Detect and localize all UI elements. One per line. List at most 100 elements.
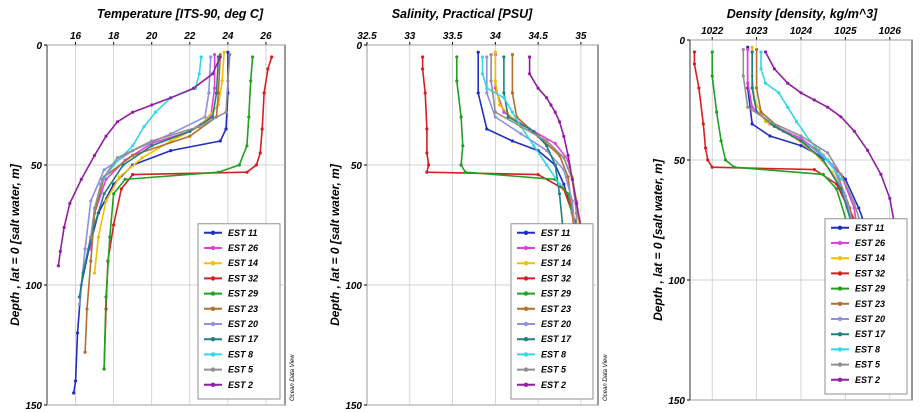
legend-label: EST 23 — [541, 304, 571, 314]
data-point — [93, 153, 97, 157]
legend-marker — [210, 230, 216, 235]
data-point — [570, 199, 574, 203]
data-point — [553, 110, 557, 114]
data-point — [570, 177, 574, 181]
data-point — [759, 110, 763, 114]
series-line-est-2 — [764, 51, 902, 261]
data-point — [834, 187, 839, 191]
x-tick-label: 33 — [404, 31, 416, 42]
data-point — [203, 115, 207, 119]
data-point — [108, 235, 112, 239]
data-point — [247, 115, 251, 119]
x-tick-label: 16 — [70, 31, 82, 42]
y-tick-label: 0 — [679, 36, 685, 47]
data-point — [224, 127, 228, 131]
data-point — [502, 110, 506, 114]
data-point — [485, 86, 489, 90]
legend-label: EST 14 — [228, 258, 258, 268]
data-point — [254, 163, 259, 167]
data-point — [188, 129, 192, 133]
legend-label: EST 14 — [855, 253, 885, 263]
data-point — [104, 199, 108, 203]
data-point — [476, 91, 480, 95]
data-point — [786, 105, 790, 109]
data-point — [549, 103, 553, 107]
data-point — [519, 125, 523, 129]
data-point — [826, 105, 830, 109]
data-point — [697, 86, 701, 90]
data-point — [510, 139, 515, 143]
data-point — [485, 127, 489, 131]
data-point — [102, 192, 106, 196]
legend-marker — [210, 367, 216, 372]
data-point — [421, 55, 425, 59]
data-point — [510, 91, 515, 95]
y-tick-label: 100 — [345, 281, 362, 292]
data-point — [169, 149, 173, 153]
legend-marker — [837, 225, 843, 230]
data-point — [211, 115, 215, 119]
data-point — [102, 168, 106, 172]
data-point — [188, 134, 192, 138]
data-point — [463, 170, 467, 174]
data-point — [839, 177, 843, 181]
data-point — [772, 124, 776, 128]
data-point — [723, 158, 728, 162]
legend-marker — [523, 306, 529, 311]
data-point — [750, 105, 754, 109]
data-point — [794, 120, 799, 124]
data-point — [150, 139, 154, 143]
data-point — [493, 79, 497, 83]
data-point — [746, 48, 750, 52]
legend-label: EST 26 — [228, 243, 259, 253]
data-point — [68, 201, 72, 205]
data-point — [104, 134, 108, 138]
y-axis-label: Depth , lat = 0 [salt water, m] — [651, 158, 665, 321]
data-point — [808, 144, 812, 148]
data-point — [58, 249, 62, 253]
legend-marker — [837, 286, 843, 291]
data-point — [692, 50, 697, 54]
legend-marker — [210, 382, 216, 387]
data-point — [755, 86, 759, 90]
data-point — [62, 225, 66, 229]
data-point — [715, 110, 719, 114]
legend: EST 11 EST 26 EST 14 EST 32 EST 29 EST 23 EST … — [824, 218, 908, 395]
data-point — [212, 86, 217, 90]
chart-title: Density [density, kg/m^3] — [727, 7, 878, 21]
watermark-text: Ocean Data View — [603, 354, 609, 401]
data-point — [461, 144, 465, 148]
chart-panel-2: 32.5 33 33.5 34 34.5 35 0 50 100 150 Salinity, Pra… — [328, 7, 609, 412]
y-tick-label: 100 — [25, 281, 42, 292]
data-point — [218, 55, 222, 59]
data-point — [476, 50, 480, 54]
data-point — [93, 271, 97, 275]
legend-marker — [210, 245, 216, 251]
data-point — [759, 67, 763, 71]
data-point — [93, 206, 97, 210]
legend-label: EST 17 — [228, 334, 259, 344]
y-tick-label: 50 — [674, 156, 686, 167]
data-point — [701, 122, 705, 126]
x-tick-label: 1022 — [701, 26, 724, 37]
data-point — [562, 168, 566, 172]
data-point — [786, 81, 790, 85]
data-point — [224, 110, 228, 114]
data-point — [755, 48, 759, 52]
legend-marker — [837, 301, 843, 306]
data-point — [888, 196, 892, 200]
x-tick-label: 1024 — [790, 26, 813, 37]
data-point — [562, 156, 566, 160]
legend-label: EST 2 — [228, 380, 253, 390]
chart-title: Temperature [ITS-90, deg C] — [97, 7, 264, 21]
data-point — [251, 55, 255, 59]
legend-label: EST 14 — [541, 258, 571, 268]
x-tick-label: 22 — [183, 31, 196, 42]
legend-label: EST 5 — [855, 360, 881, 370]
data-point — [839, 172, 843, 176]
data-point — [812, 168, 816, 172]
legend-label: EST 20 — [855, 314, 885, 324]
data-point — [83, 350, 87, 354]
legend-label: EST 2 — [541, 380, 566, 390]
data-point — [566, 192, 570, 196]
